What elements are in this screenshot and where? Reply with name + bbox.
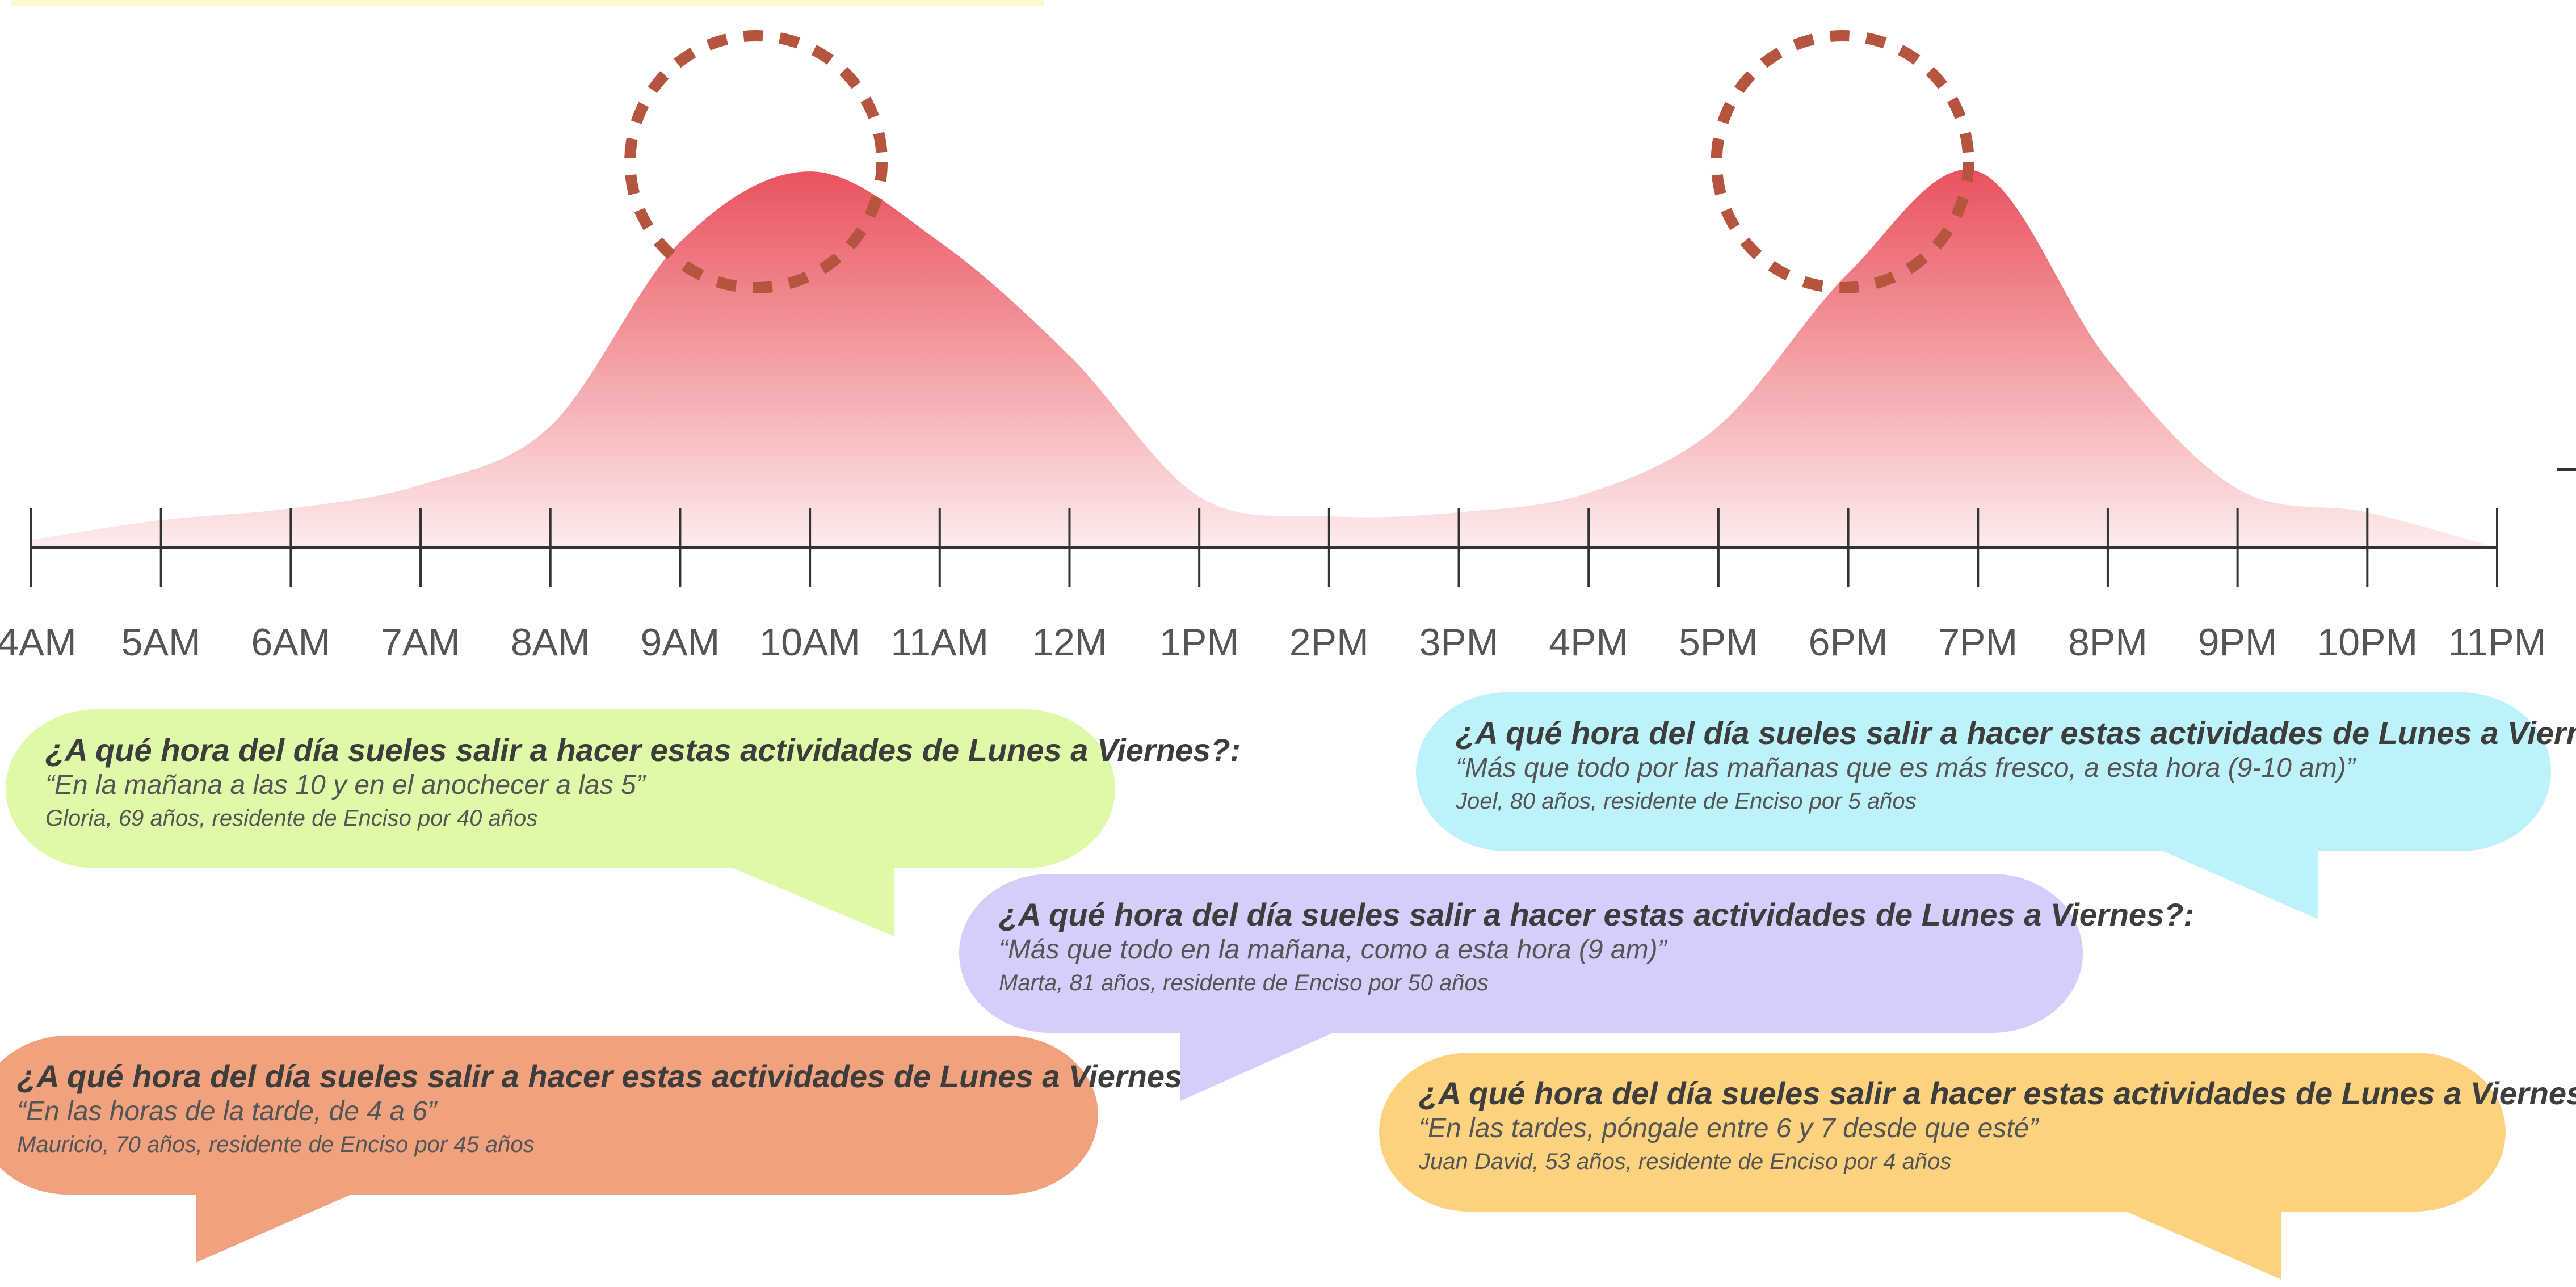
bubble-question: ¿A qué hora del día sueles salir a hacer… <box>45 732 1241 768</box>
bubble-question: ¿A qué hora del día sueles salir a hacer… <box>17 1058 1213 1094</box>
tail-joel <box>2157 848 2318 919</box>
tail-juan-david <box>2120 1209 2281 1280</box>
tick-label: 1PM <box>1159 621 1239 664</box>
tick-label: 4AM <box>0 621 77 664</box>
tick-label: 6PM <box>1809 621 1888 664</box>
tick-label: 9AM <box>641 621 720 664</box>
tick-label: 12M <box>1032 621 1107 664</box>
tick-label: 10PM <box>2317 621 2418 664</box>
tick-label: 3PM <box>1419 621 1499 664</box>
tail-gloria <box>726 865 894 936</box>
bubble-answer: “Más que todo por las mañanas que es más… <box>1456 753 2355 783</box>
bubble-question: ¿A qué hora del día sueles salir a hacer… <box>1456 715 2576 751</box>
tick-label: 7PM <box>1938 621 2018 664</box>
tail-marta <box>1180 1030 1339 1101</box>
quote-bubble-juan-david: ¿A qué hora del día sueles salir a hacer… <box>1379 1053 2576 1212</box>
tick-label: 7AM <box>381 621 460 664</box>
tick-label: 11AM <box>890 621 989 664</box>
bubble-answer: “En las horas de la tarde, de 4 a 6” <box>17 1096 437 1126</box>
tick-label: 4PM <box>1549 621 1628 664</box>
bubble-answer: “En las tardes, póngale entre 6 y 7 desd… <box>1419 1113 2039 1143</box>
quote-bubble-mauricio: ¿A qué hora del día sueles salir a hacer… <box>0 1036 1213 1195</box>
tick-label: 6AM <box>251 621 330 664</box>
bubble-person: Marta, 81 años, residente de Enciso por … <box>999 970 1489 995</box>
bubble-answer: “En la mañana a las 10 y en el anochecer… <box>45 770 645 800</box>
quote-bubble-joel: ¿A qué hora del día sueles salir a hacer… <box>1416 692 2576 851</box>
tick-label: 9PM <box>2198 621 2277 664</box>
quote-bubble-marta: ¿A qué hora del día sueles salir a hacer… <box>959 874 2195 1033</box>
tick-label: 10AM <box>759 621 860 664</box>
quote-bubble-gloria: ¿A qué hora del día sueles salir a hacer… <box>6 709 1241 868</box>
bubble-person: Mauricio, 70 años, residente de Enciso p… <box>17 1132 535 1157</box>
tick-label: 8PM <box>2068 621 2148 664</box>
top-highlight-bar <box>11 0 1044 6</box>
activity-area <box>31 169 2497 548</box>
tick-label: 5PM <box>1679 621 1758 664</box>
bubble-question: ¿A qué hora del día sueles salir a hacer… <box>1419 1075 2576 1111</box>
time-of-day-chart: 4AM 5AM 6AM 7AM 8AM 9AM 10AM 11AM 12M 1PM 2PM 3PM 4P… <box>0 30 2546 664</box>
tick-label: 5AM <box>121 621 201 664</box>
peak-highlight-circle <box>624 30 888 293</box>
edge-dash-mark <box>2557 468 2576 471</box>
bubble-person: Gloria, 69 años, residente de Enciso por… <box>45 806 538 831</box>
tick-label: 8AM <box>511 621 590 664</box>
tail-mauricio <box>196 1192 358 1263</box>
peak-highlight-circle <box>1711 30 1974 293</box>
bubble-question: ¿A qué hora del día sueles salir a hacer… <box>999 897 2195 932</box>
bubble-person: Juan David, 53 años, residente de Enciso… <box>1419 1149 1952 1174</box>
bubble-person: Joel, 80 años, residente de Enciso por 5… <box>1456 789 1917 814</box>
tick-label: 11PM <box>2448 621 2546 664</box>
bubble-answer: “Más que todo en la mañana, como a esta … <box>999 935 1667 965</box>
tick-label: 2PM <box>1289 621 1369 664</box>
